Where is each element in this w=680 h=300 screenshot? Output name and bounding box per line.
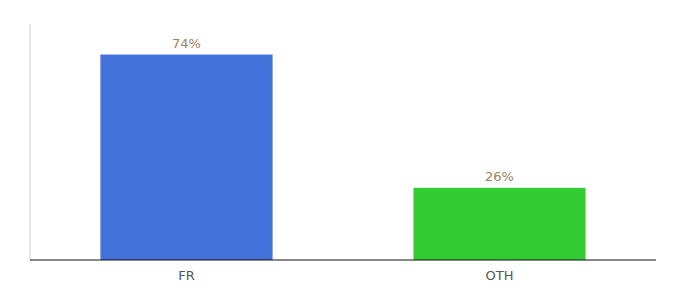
x-tick-label: OTH (486, 268, 514, 283)
chart-svg: FR OTH 74% 26% (0, 0, 680, 300)
bars (100, 55, 585, 260)
data-label: 26% (485, 169, 514, 184)
x-axis-line (30, 259, 656, 260)
y-axis-line (30, 24, 31, 260)
bar (413, 188, 585, 260)
x-tick-label: FR (178, 268, 195, 283)
bar (100, 55, 272, 260)
plot-area: FR OTH 74% 26% (30, 24, 656, 283)
data-label: 74% (172, 36, 201, 51)
chart-container: FR OTH 74% 26% (0, 0, 680, 300)
